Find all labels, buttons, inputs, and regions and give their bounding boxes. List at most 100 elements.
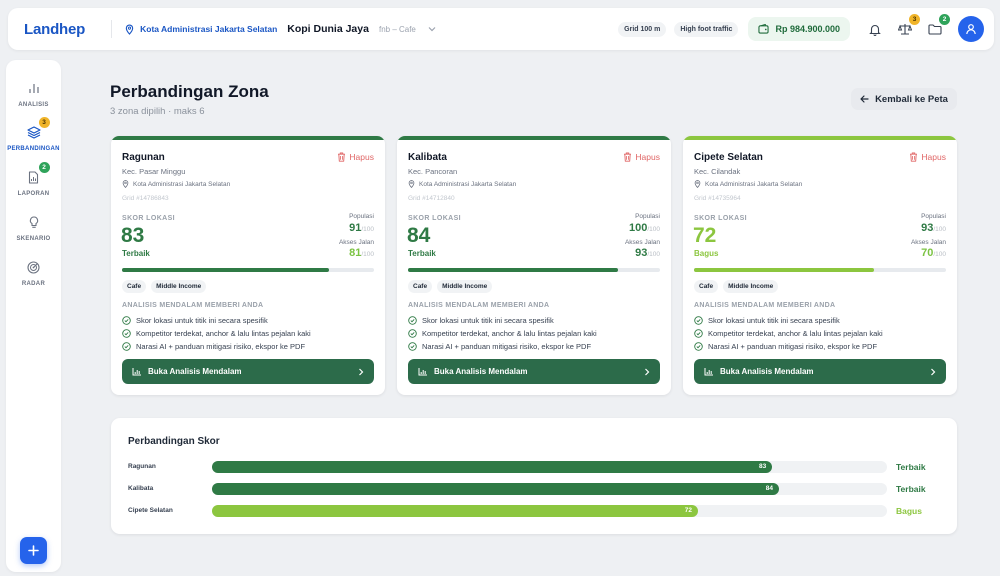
user-avatar[interactable]	[958, 16, 984, 42]
delete-zone-button[interactable]: Hapus	[909, 152, 946, 162]
feature-item: Kompetitor terdekat, anchor & lalu linta…	[408, 329, 597, 338]
road-access-label: Akses Jalan	[624, 239, 660, 246]
lightbulb-icon	[25, 213, 43, 231]
trash-icon	[623, 152, 632, 162]
grid-size-pill: Grid 100 m	[618, 21, 667, 37]
location-selector[interactable]: Kota Administrasi Jakarta Selatan Kopi D…	[125, 23, 436, 35]
score-comparison-panel: Perbandingan Skor Ragunan 83 Terbaik Kal…	[111, 418, 957, 534]
zone-city-label: Kota Administrasi Jakarta Selatan	[133, 180, 231, 188]
sidebar-item-analisis[interactable]: ANALISIS	[6, 79, 61, 108]
population-value: 100/100	[629, 222, 660, 234]
sidebar: ANALISIS 3 PERBANDINGAN 2 LAPORAN SKENAR…	[6, 60, 61, 572]
zone-card-kalibata: Kalibata Kec. Pancoran Kota Administrasi…	[397, 136, 671, 395]
sidebar-item-skenario[interactable]: SKENARIO	[6, 213, 61, 242]
page-subtitle: 3 zona dipilih · maks 6	[110, 106, 205, 117]
sidebar-item-label: ANALISIS	[18, 102, 49, 108]
feature-item: Narasi AI + panduan mitigasi risiko, eks…	[122, 342, 305, 351]
feature-text: Skor lokasi untuk titik ini secara spesi…	[708, 316, 840, 325]
tag-chip: Middle Income	[437, 280, 493, 293]
delete-zone-button[interactable]: Hapus	[337, 152, 374, 162]
app-logo[interactable]: Landhep	[24, 20, 86, 38]
check-circle-icon	[694, 342, 703, 351]
sidebar-item-perbandingan[interactable]: 3 PERBANDINGAN	[6, 117, 61, 152]
chevron-right-icon	[644, 368, 650, 376]
zone-color-strip	[111, 136, 385, 140]
chevron-right-icon	[358, 368, 364, 376]
trash-icon	[909, 152, 918, 162]
report-icon: 2	[25, 162, 50, 186]
balance-amount: Rp 984.900.000	[775, 24, 840, 34]
feature-text: Kompetitor terdekat, anchor & lalu linta…	[136, 329, 311, 338]
zone-card-ragunan: Ragunan Kec. Pasar Minggu Kota Administr…	[111, 136, 385, 395]
zone-grid-id: Grid #14786843	[122, 195, 169, 202]
location-pin-icon	[125, 23, 134, 35]
balance-chip[interactable]: Rp 984.900.000	[748, 17, 850, 41]
tag-chip: Cafe	[694, 280, 719, 293]
business-category: fnb – Cafe	[378, 24, 416, 34]
zone-district: Kec. Pasar Minggu	[122, 167, 186, 176]
zone-name: Cipete Selatan	[694, 152, 763, 163]
comparison-row: Ragunan 83 Terbaik	[111, 460, 957, 474]
zone-district: Kec. Pancoran	[408, 167, 458, 176]
open-deep-analysis-button[interactable]: Buka Analisis Mendalam	[408, 359, 660, 384]
tag-chip: Middle Income	[723, 280, 779, 293]
per-100: /100	[361, 226, 374, 233]
comparison-score: 84	[765, 485, 773, 492]
feature-text: Kompetitor terdekat, anchor & lalu linta…	[708, 329, 883, 338]
delete-label: Hapus	[635, 152, 660, 162]
compare-count-badge: 3	[909, 14, 920, 25]
delete-label: Hapus	[349, 152, 374, 162]
folder-icon[interactable]: 2	[924, 14, 950, 40]
check-circle-icon	[694, 316, 703, 325]
check-circle-icon	[408, 342, 417, 351]
layers-icon: 3	[25, 117, 50, 141]
zone-color-strip	[397, 136, 671, 140]
road-access-value: 70/100	[921, 247, 946, 259]
feature-text: Narasi AI + panduan mitigasi risiko, eks…	[708, 342, 878, 351]
zone-city: Kota Administrasi Jakarta Selatan	[122, 180, 230, 188]
feature-text: Skor lokasi untuk titik ini secara spesi…	[136, 316, 268, 325]
deep-analysis-heading: ANALISIS MENDALAM MEMBERI ANDA	[122, 302, 264, 309]
zone-tags: Cafe Middle Income	[408, 280, 493, 293]
add-button[interactable]	[20, 537, 47, 564]
sidebar-item-radar[interactable]: RADAR	[6, 258, 61, 287]
population-value: 93/100	[921, 222, 946, 234]
laporan-badge: 2	[38, 162, 50, 173]
comparison-bar-fill: 83	[212, 461, 773, 473]
check-circle-icon	[122, 329, 131, 338]
sidebar-item-laporan[interactable]: 2 LAPORAN	[6, 162, 61, 197]
location-score: 72	[693, 224, 717, 247]
score-label: SKOR LOKASI	[122, 215, 176, 222]
feature-item: Skor lokasi untuk titik ini secara spesi…	[694, 316, 840, 325]
road-access-score: 93	[635, 247, 648, 259]
location-pin-icon	[408, 180, 415, 188]
zone-city: Kota Administrasi Jakarta Selatan	[694, 180, 802, 188]
scale-icon[interactable]: 3	[894, 14, 920, 40]
radar-icon	[25, 258, 43, 276]
road-access-score: 81	[349, 247, 362, 259]
comparison-row: Cipete Selatan 72 Bagus	[111, 504, 957, 518]
sidebar-item-label: RADAR	[21, 281, 46, 287]
score-bar-track	[408, 268, 660, 272]
chevron-right-icon	[930, 368, 936, 376]
tag-chip: Cafe	[122, 280, 147, 293]
open-deep-analysis-button[interactable]: Buka Analisis Mendalam	[694, 359, 946, 384]
open-deep-analysis-button[interactable]: Buka Analisis Mendalam	[122, 359, 374, 384]
comparison-row: Kalibata 84 Terbaik	[111, 482, 957, 496]
chevron-down-icon[interactable]	[428, 26, 436, 32]
zone-tags: Cafe Middle Income	[122, 280, 207, 293]
road-access-value: 93/100	[635, 247, 660, 259]
score-bar-track	[122, 268, 374, 272]
per-100: /100	[647, 226, 660, 233]
delete-zone-button[interactable]: Hapus	[623, 152, 660, 162]
zone-district: Kec. Cilandak	[694, 167, 741, 176]
trash-icon	[337, 152, 346, 162]
score-label: SKOR LOKASI	[694, 215, 748, 222]
comparison-score: 72	[684, 507, 692, 514]
sidebar-item-label: PERBANDINGAN	[7, 146, 60, 152]
zone-name: Ragunan	[122, 152, 165, 163]
back-to-map-button[interactable]: Kembali ke Peta	[851, 88, 957, 110]
bell-icon[interactable]	[864, 18, 886, 40]
chart-icon	[704, 367, 714, 376]
score-tier: Bagus	[694, 249, 719, 258]
